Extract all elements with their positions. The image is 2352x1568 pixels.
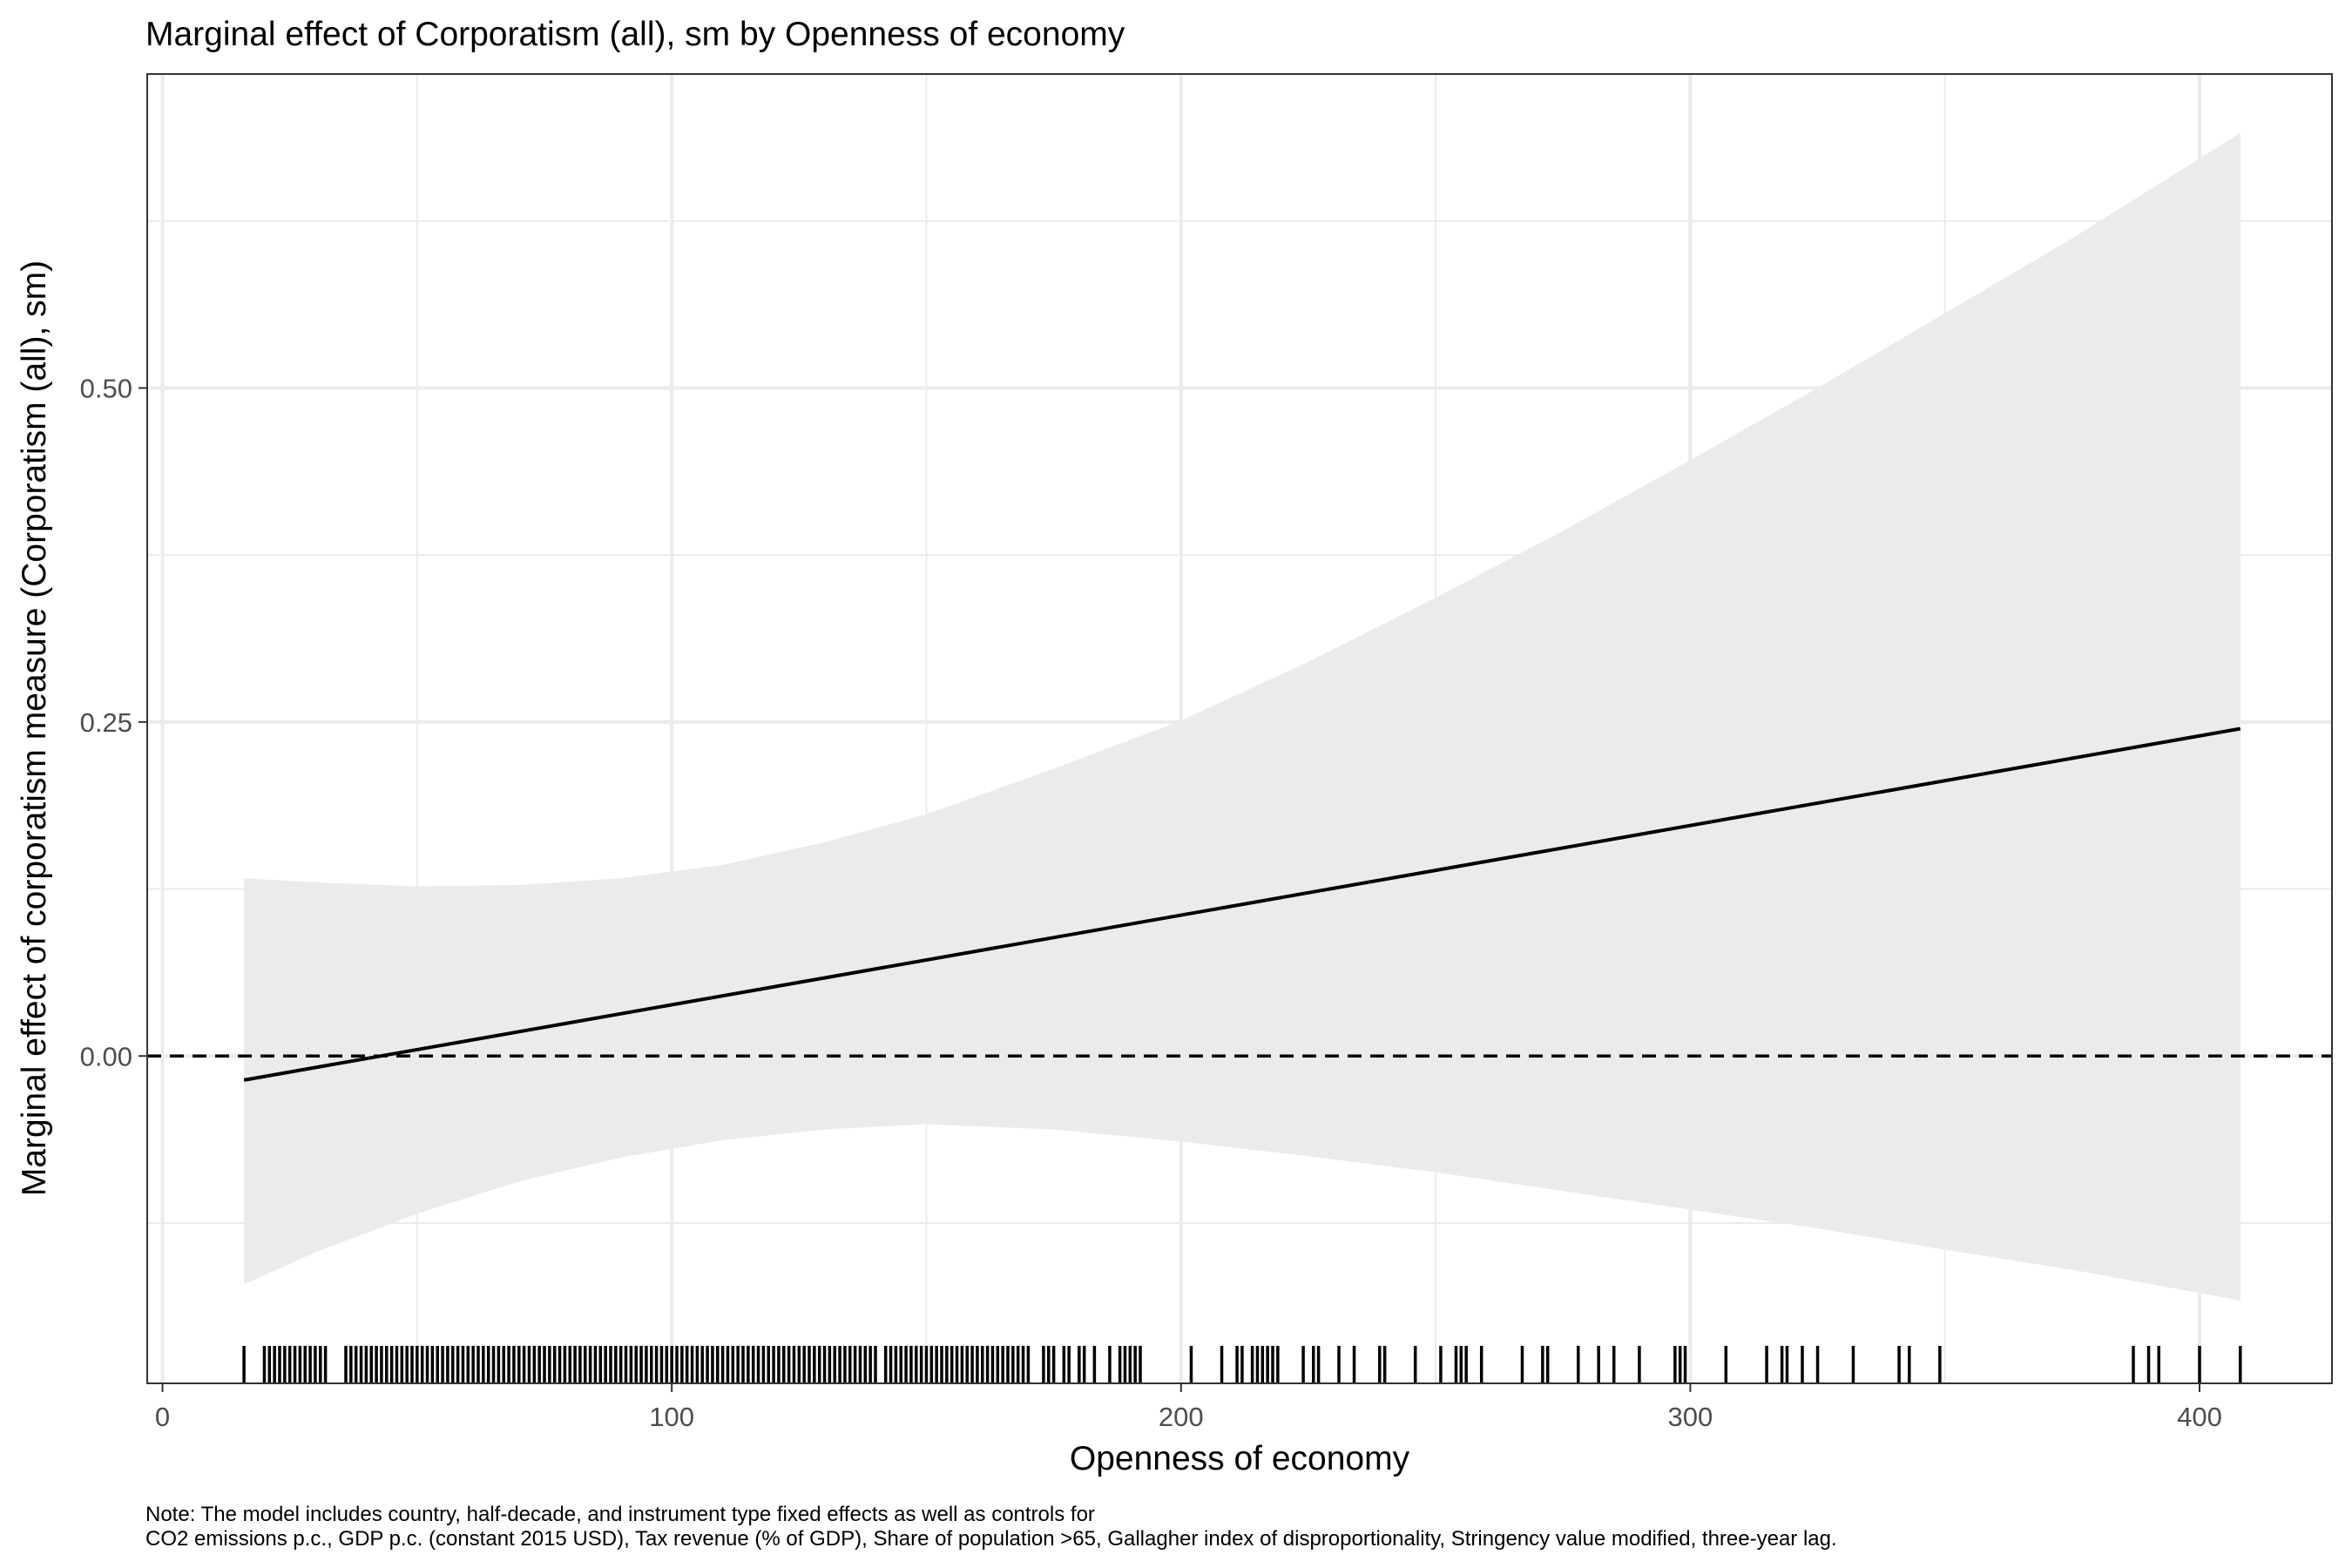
y-tick-label: 0.25 (80, 707, 132, 738)
y-axis-title: Marginal effect of corporatism measure (… (16, 260, 53, 1196)
x-tick-label: 400 (2177, 1402, 2222, 1432)
rug-layer (242, 1346, 2242, 1383)
x-tick-label: 300 (1668, 1402, 1713, 1432)
x-axis: 0 100 200 300 400 (155, 1383, 2222, 1432)
y-tick-label: 0.50 (80, 373, 132, 403)
chart-title: Marginal effect of Corporatism (all), sm… (145, 16, 1125, 53)
y-tick-label: 0.00 (80, 1041, 132, 1071)
confidence-band (244, 132, 2240, 1301)
x-tick-label: 100 (649, 1402, 694, 1432)
panel-border (146, 73, 2333, 1384)
marginal-effect-line (243, 727, 2241, 1082)
confidence-band-layer (244, 132, 2240, 1301)
x-tick-label: 0 (155, 1402, 170, 1432)
x-tick-label: 200 (1159, 1402, 1204, 1432)
x-axis-title: Openness of economy (1070, 1440, 1410, 1477)
note-line-1: Note: The model includes country, half-d… (145, 1503, 1095, 1526)
series-line-layer (243, 727, 2241, 1082)
note-line-2: CO2 emissions p.c., GDP p.c. (constant 2… (145, 1527, 1837, 1551)
y-axis: 0.00 0.25 0.50 (80, 373, 147, 1071)
